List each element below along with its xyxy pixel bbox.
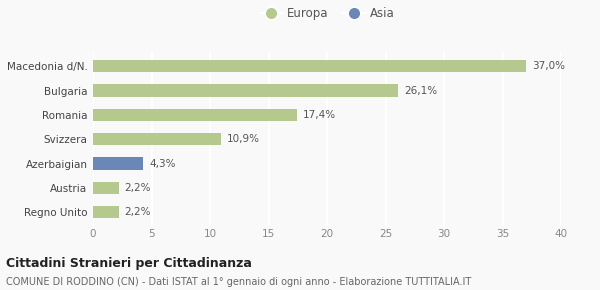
Text: 2,2%: 2,2%	[125, 207, 151, 217]
Text: Cittadini Stranieri per Cittadinanza: Cittadini Stranieri per Cittadinanza	[6, 257, 252, 270]
Bar	[93, 157, 143, 170]
Text: COMUNE DI RODDINO (CN) - Dati ISTAT al 1° gennaio di ogni anno - Elaborazione TU: COMUNE DI RODDINO (CN) - Dati ISTAT al 1…	[6, 277, 471, 287]
Bar	[93, 60, 526, 72]
Text: 17,4%: 17,4%	[302, 110, 335, 120]
Bar	[93, 206, 119, 218]
Bar	[93, 109, 296, 121]
Legend: Europa, Asia: Europa, Asia	[255, 2, 399, 25]
Bar	[93, 182, 119, 194]
Text: 2,2%: 2,2%	[125, 183, 151, 193]
Text: 4,3%: 4,3%	[149, 159, 176, 168]
Text: 37,0%: 37,0%	[532, 61, 565, 71]
Bar	[93, 84, 398, 97]
Text: 26,1%: 26,1%	[404, 86, 437, 95]
Text: 10,9%: 10,9%	[226, 134, 259, 144]
Bar	[93, 133, 221, 145]
